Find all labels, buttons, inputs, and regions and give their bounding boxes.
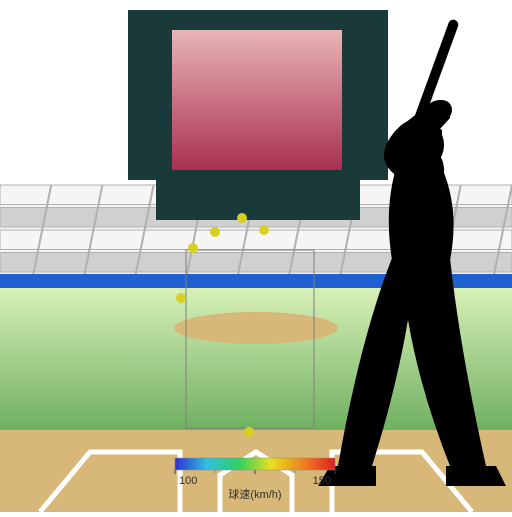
legend-tick-150: 150 (313, 475, 331, 487)
pitch-marker (259, 225, 269, 235)
pitchers-mound (174, 312, 338, 344)
pitch-marker (176, 293, 186, 303)
pitch-location-chart: 100 150 球速(km/h) (0, 0, 512, 512)
legend-title: 球速(km/h) (228, 487, 281, 501)
pitch-marker (188, 243, 198, 253)
legend-tick-100: 100 (179, 475, 197, 487)
pitch-marker (237, 213, 247, 223)
pitch-marker (210, 227, 220, 237)
scoreboard (128, 10, 388, 220)
pitch-marker (244, 427, 254, 437)
